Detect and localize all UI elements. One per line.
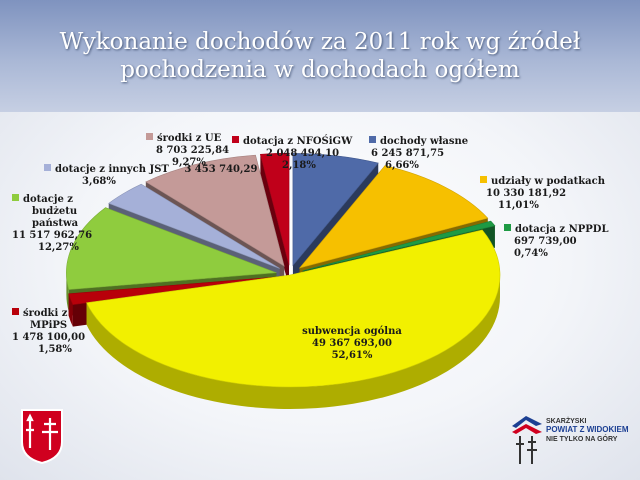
label-percent: 0,74% [514, 248, 548, 259]
label-value: 6 245 871,75 [371, 148, 445, 159]
label-dochody-wlasne: dochody własne 6 245 871,75 6,66% [369, 136, 468, 172]
pie-chart [66, 152, 501, 409]
logo-line-1: SKARŻYSKI [546, 418, 587, 425]
label-jst: dotacje z innych JST 3 453 740,29 3,68% [44, 164, 257, 188]
label-percent: 6,66% [385, 160, 419, 171]
label-name: dotacja z NFOŚiGW [243, 136, 353, 147]
label-value: 697 739,00 [514, 236, 577, 247]
pie-slice-3 [86, 229, 501, 409]
label-name: środki z [23, 308, 68, 319]
slice-top [292, 153, 379, 267]
logo-mark-icon [512, 416, 542, 464]
label-name-2: budżetu [32, 206, 78, 217]
slice-top [259, 152, 290, 266]
label-name: dotacje z innych JST [55, 164, 169, 175]
label-value: 11 517 962,76 [12, 230, 93, 241]
label-value: 3 453 740,29 [184, 164, 258, 175]
label-percent: 2,18% [282, 160, 316, 171]
label-nppdl: dotacja z NPPDL 697 739,00 0,74% [504, 224, 608, 260]
page-title: Wykonanie dochodów za 2011 rok wg źródeł… [0, 28, 640, 84]
label-name: dotacje z [23, 194, 73, 205]
label-percent: 3,68% [82, 176, 116, 187]
slide-header: Wykonanie dochodów za 2011 rok wg źródeł… [0, 0, 640, 112]
slice-top [86, 229, 501, 388]
logo-line-3: NIE TYLKO NA GÓRY [546, 436, 618, 443]
slice-top [302, 220, 496, 272]
label-name: udziały w podatkach [491, 176, 605, 187]
label-name: subwencja ogólna [302, 326, 402, 337]
label-percent: 9,27% [172, 157, 206, 168]
slice-wall [260, 154, 290, 288]
slice-top [298, 165, 489, 269]
label-name-3: państwa [32, 218, 79, 229]
label-percent: 12,27% [38, 242, 79, 253]
slice-top [108, 183, 280, 269]
chart-area [0, 112, 640, 480]
label-percent: 52,61% [331, 350, 373, 361]
slice-side [68, 293, 73, 327]
label-budzet: dotacje z budżetu państwa 11 517 962,76 … [12, 194, 92, 254]
legend-swatch [12, 194, 19, 201]
legend-swatch [369, 136, 376, 143]
legend-swatch [146, 133, 153, 140]
legend-swatch [44, 164, 51, 171]
label-ue: środki z UE 8 703 225,84 9,27% [146, 133, 229, 169]
label-udzialy: udziały w podatkach 10 330 181,92 11,01% [480, 176, 605, 212]
label-name: dochody własne [380, 136, 469, 147]
label-name: środki z UE [157, 133, 222, 144]
logo-line-2: POWIAT Z WIDOKIEM [546, 425, 629, 434]
label-name: dotacja z NPPDL [515, 224, 609, 235]
coat-of-arms-icon [21, 409, 63, 464]
legend-swatch [232, 136, 239, 143]
label-percent: 1,58% [38, 344, 72, 355]
label-nfos: dotacja z NFOŚiGW 2 048 494,10 2,18% [232, 136, 352, 172]
label-value: 10 330 181,92 [486, 188, 567, 199]
label-value: 8 703 225,84 [156, 145, 230, 156]
legend-swatch [504, 224, 511, 231]
label-mpips: środki z MPiPS 1 478 100,00 1,58% [12, 308, 85, 356]
label-subwencja: subwencja ogólna 49 367 693,00 52,61% [297, 326, 407, 362]
slice-top [66, 207, 277, 290]
legend-swatch [480, 176, 487, 183]
legend-swatch [12, 308, 19, 315]
slice-top [145, 154, 285, 267]
pie-slice-8 [259, 152, 290, 288]
label-percent: 11,01% [498, 200, 539, 211]
powiat-logo: SKARŻYSKI POWIAT Z WIDOKIEM NIE TYLKO NA… [510, 412, 630, 468]
label-value: 2 048 494,10 [266, 148, 340, 159]
title-line-1: Wykonanie dochodów za 2011 rok wg źródeł [59, 29, 581, 55]
label-value: 49 367 693,00 [311, 338, 393, 349]
slice-side [86, 275, 500, 409]
title-line-2: pochodzenia w dochodach ogółem [120, 57, 520, 83]
label-name-2: MPiPS [30, 320, 68, 331]
label-value: 1 478 100,00 [12, 332, 86, 343]
